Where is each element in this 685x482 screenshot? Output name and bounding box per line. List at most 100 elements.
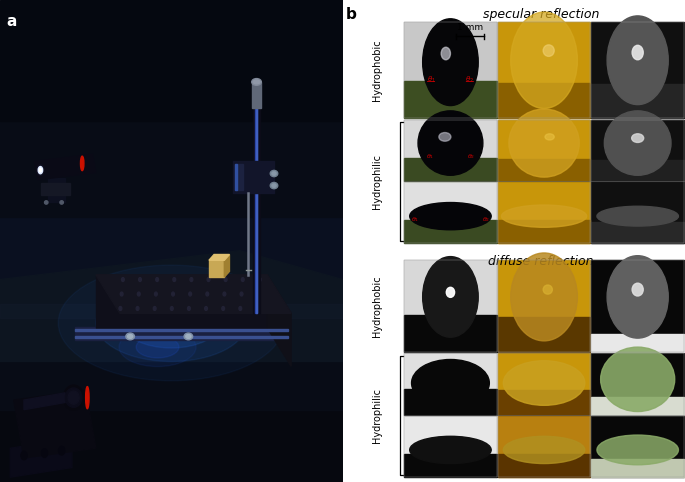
Circle shape — [155, 292, 158, 296]
Circle shape — [190, 278, 192, 281]
Bar — [404, 22, 497, 118]
Bar — [404, 120, 497, 182]
Ellipse shape — [38, 167, 42, 174]
Bar — [591, 260, 684, 352]
Bar — [234, 164, 238, 190]
Bar — [404, 220, 497, 243]
Bar — [498, 182, 590, 243]
Polygon shape — [0, 251, 342, 362]
Polygon shape — [96, 275, 291, 313]
Bar — [498, 260, 590, 352]
Bar — [75, 327, 288, 333]
Ellipse shape — [632, 134, 644, 143]
Bar — [0, 0, 342, 120]
Ellipse shape — [272, 172, 276, 175]
Bar — [498, 415, 590, 477]
Bar — [404, 353, 497, 477]
Ellipse shape — [632, 45, 643, 60]
Bar — [404, 158, 497, 182]
Circle shape — [172, 292, 175, 296]
Bar — [591, 334, 684, 352]
Ellipse shape — [503, 436, 585, 464]
Polygon shape — [267, 275, 291, 366]
Bar — [251, 82, 261, 108]
Ellipse shape — [439, 133, 451, 141]
Ellipse shape — [447, 287, 455, 297]
Bar — [591, 415, 684, 477]
Text: Hydrophobic: Hydrophobic — [372, 39, 382, 101]
Ellipse shape — [184, 333, 192, 340]
Bar — [404, 81, 497, 118]
Ellipse shape — [423, 256, 478, 337]
Ellipse shape — [272, 184, 276, 187]
Bar — [75, 336, 288, 338]
Bar — [591, 182, 684, 243]
Ellipse shape — [412, 360, 489, 407]
Bar — [209, 260, 225, 277]
Ellipse shape — [63, 385, 84, 410]
Circle shape — [136, 307, 139, 310]
Bar — [591, 160, 684, 182]
Bar — [404, 415, 497, 477]
Circle shape — [41, 449, 47, 457]
Circle shape — [240, 292, 243, 296]
Text: $\theta_1$: $\theta_1$ — [427, 75, 436, 85]
Text: Hydrophilic: Hydrophilic — [372, 388, 382, 443]
Ellipse shape — [511, 253, 577, 341]
Bar — [0, 217, 342, 313]
Ellipse shape — [122, 298, 221, 348]
Ellipse shape — [597, 435, 678, 465]
Ellipse shape — [597, 206, 678, 226]
Circle shape — [189, 292, 192, 296]
Bar — [233, 161, 274, 193]
Circle shape — [206, 292, 209, 296]
Bar — [256, 92, 257, 313]
Bar — [498, 22, 590, 118]
Bar — [591, 120, 684, 182]
Text: diffuse reflection: diffuse reflection — [488, 255, 594, 268]
Circle shape — [224, 278, 227, 281]
Bar — [404, 260, 497, 352]
Bar — [591, 222, 684, 243]
Bar — [404, 353, 497, 415]
Bar — [48, 178, 65, 202]
Bar — [498, 83, 590, 118]
Bar — [255, 92, 257, 313]
Bar — [0, 410, 342, 482]
Ellipse shape — [543, 45, 554, 56]
Bar — [498, 317, 590, 352]
Ellipse shape — [423, 19, 478, 106]
Circle shape — [256, 307, 259, 310]
Ellipse shape — [253, 80, 260, 84]
Ellipse shape — [39, 168, 42, 172]
Bar — [404, 260, 497, 352]
Bar — [498, 353, 590, 415]
Bar — [75, 334, 288, 340]
Ellipse shape — [45, 201, 48, 204]
Bar — [404, 315, 497, 352]
Circle shape — [239, 307, 242, 310]
Text: 1 mm: 1 mm — [457, 23, 483, 32]
Polygon shape — [24, 393, 65, 410]
Text: a: a — [7, 14, 17, 29]
Bar — [404, 22, 497, 118]
Ellipse shape — [607, 255, 669, 338]
Circle shape — [223, 292, 226, 296]
Ellipse shape — [60, 201, 63, 204]
Circle shape — [171, 307, 173, 310]
Ellipse shape — [270, 183, 278, 188]
Bar — [591, 22, 684, 118]
Bar — [75, 329, 288, 331]
Polygon shape — [0, 304, 342, 318]
Ellipse shape — [119, 328, 196, 366]
Bar — [498, 22, 590, 118]
Ellipse shape — [441, 47, 451, 60]
Bar — [498, 353, 590, 477]
Ellipse shape — [126, 333, 134, 340]
Polygon shape — [34, 154, 96, 180]
Circle shape — [121, 278, 124, 281]
Ellipse shape — [410, 436, 491, 464]
Ellipse shape — [545, 134, 554, 140]
Ellipse shape — [511, 12, 577, 108]
Bar — [498, 220, 590, 243]
